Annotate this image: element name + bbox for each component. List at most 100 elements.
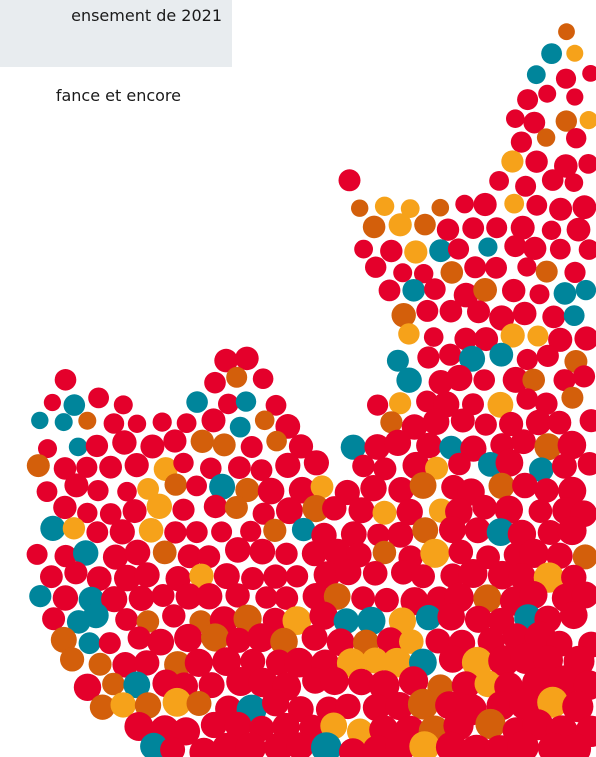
leaf-dot [226, 367, 247, 388]
leaf-dot [140, 435, 164, 459]
leaf-dot [580, 409, 596, 432]
leaf-dot [83, 603, 108, 628]
leaf-dot [389, 392, 411, 414]
leaf-dot [517, 349, 538, 370]
maple-leaf-graphic [0, 0, 596, 757]
leaf-dot [564, 305, 585, 326]
leaf-dot [311, 475, 334, 498]
leaf-dot [304, 450, 329, 475]
leaf-dot [414, 214, 436, 236]
leaf-dot [128, 415, 146, 433]
leaf-dot [541, 43, 562, 64]
leaf-dot [135, 562, 160, 587]
page: ensement de 2021 fance et encore (() => … [0, 0, 596, 757]
leaf-dot [548, 411, 572, 435]
leaf-dot [424, 327, 444, 347]
leaf-dot [566, 128, 586, 148]
leaf-dot [53, 496, 76, 519]
leaf-dot [286, 565, 308, 587]
leaf-dot [363, 561, 388, 586]
leaf-dot [228, 456, 251, 479]
leaf-dot [79, 632, 101, 654]
leaf-dot [31, 412, 48, 429]
leaf-dot [567, 218, 591, 242]
leaf-dot [302, 625, 328, 651]
leaf-dot [263, 519, 286, 542]
leaf-dot [27, 544, 48, 565]
leaf-dot [112, 430, 136, 454]
leaf-dot [402, 279, 425, 302]
leaf-dot [351, 586, 375, 610]
leaf-dot [139, 518, 164, 543]
leaf-dot [55, 369, 77, 391]
leaf-dot [474, 193, 497, 216]
leaf-dot [472, 495, 497, 520]
leaf-dot [517, 89, 538, 110]
leaf-dot [162, 604, 185, 627]
leaf-dot [204, 495, 227, 518]
leaf-dot [475, 414, 497, 436]
leaf-dot [462, 217, 484, 239]
leaf-dot [60, 647, 84, 671]
leaf-dot [582, 65, 596, 82]
leaf-dot [172, 499, 194, 521]
leaf-dot [367, 395, 388, 416]
leaf-dot [322, 496, 346, 520]
leaf-dot [501, 150, 523, 172]
leaf-dot [55, 413, 73, 431]
leaf-dot [204, 372, 226, 394]
leaf-dot [489, 343, 513, 367]
leaf-dot [550, 239, 571, 260]
leaf-dot [213, 433, 236, 456]
leaf-dot [512, 473, 538, 499]
leaf-dot [473, 278, 497, 302]
leaf-dot [321, 667, 349, 695]
leaf-dot [556, 69, 576, 89]
leaf-dot [117, 482, 137, 502]
leaf-dot [380, 240, 402, 262]
leaf-dot [573, 365, 595, 387]
leaf-dot [526, 195, 547, 216]
leaf-dot [152, 584, 175, 607]
leaf-dot [99, 456, 122, 479]
leaf-dot [354, 240, 373, 259]
leaf-dot [455, 195, 474, 214]
leaf-dot [537, 345, 559, 367]
leaf-dot [379, 280, 401, 302]
leaf-dot [432, 199, 450, 217]
leaf-dot [89, 653, 112, 676]
leaf-dot [87, 480, 108, 501]
leaf-dot [363, 216, 386, 239]
leaf-dot [517, 257, 536, 276]
leaf-dot [253, 368, 274, 389]
leaf-dot [42, 607, 65, 630]
leaf-dot [558, 516, 587, 545]
leaf-dot [478, 238, 497, 257]
leaf-dot [64, 473, 88, 497]
leaf-dot [147, 494, 172, 519]
leaf-dot [542, 169, 564, 191]
leaf-dot [525, 151, 547, 173]
leaf-dot [164, 521, 186, 543]
leaf-dot [437, 219, 459, 241]
leaf-dot [527, 326, 548, 347]
leaf-dot [420, 539, 449, 568]
leaf-dot [211, 521, 232, 542]
leaf-dot [88, 388, 109, 409]
leaf-dot [230, 417, 251, 438]
leaf-dot [63, 517, 85, 539]
leaf-dot [506, 109, 525, 128]
leaf-dot [236, 391, 256, 411]
leaf-dot [37, 481, 58, 502]
leaf-dot [439, 344, 461, 366]
leaf-dot [275, 586, 299, 610]
leaf-dot [128, 626, 151, 649]
leaf-dot [53, 585, 78, 610]
leaf-dot [351, 200, 368, 217]
leaf-dot [275, 543, 297, 565]
leaf-dot [538, 85, 556, 103]
leaf-dot [530, 284, 550, 304]
leaf-dot [448, 453, 471, 476]
leaf-dot [542, 306, 565, 329]
leaf-dot [251, 459, 273, 481]
